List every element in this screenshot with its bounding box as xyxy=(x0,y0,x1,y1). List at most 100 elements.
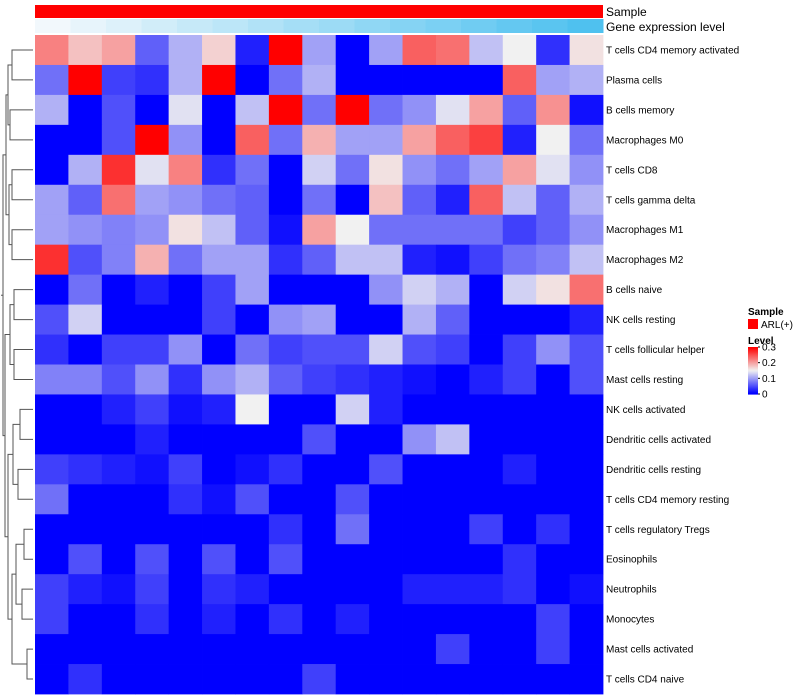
heatmap-cell xyxy=(202,244,236,276)
heatmap-cell xyxy=(168,634,203,665)
dendrogram-branch xyxy=(19,408,33,440)
heatmap-cell xyxy=(569,274,604,305)
heatmap-cell xyxy=(402,364,437,395)
legend-gradient-step xyxy=(748,383,758,386)
heatmap-cell xyxy=(569,154,604,186)
heatmap-cell xyxy=(101,364,136,395)
heatmap-cell xyxy=(68,514,103,545)
heatmap-cell xyxy=(369,64,403,96)
heatmap-cell xyxy=(202,184,236,216)
heatmap-cell xyxy=(536,64,570,96)
heatmap-cell xyxy=(35,64,69,96)
heatmap-cell xyxy=(302,124,337,156)
heatmap-cell xyxy=(435,304,470,335)
heatmap-cell xyxy=(302,304,337,335)
heatmap-cell xyxy=(202,274,236,305)
heatmap-cell xyxy=(101,304,136,335)
heatmap-cell xyxy=(302,484,337,515)
heatmap-cell xyxy=(402,124,437,156)
gene-expression-cell xyxy=(177,19,213,33)
heatmap-cell xyxy=(68,394,103,425)
heatmap-cell xyxy=(302,94,337,126)
heatmap-cell xyxy=(235,394,270,425)
heatmap-cell xyxy=(202,304,236,335)
legend-tick-label: 0.1 xyxy=(762,374,776,385)
legend-gradient-step xyxy=(748,350,758,353)
heatmap-cell xyxy=(235,664,270,695)
heatmap-cell xyxy=(68,604,103,635)
heatmap-cell xyxy=(469,604,504,635)
heatmap-cell xyxy=(202,574,236,605)
heatmap-cell xyxy=(168,184,203,216)
heatmap-cell xyxy=(202,454,236,485)
heatmap-cell xyxy=(168,364,203,395)
legend-gradient-step xyxy=(748,379,758,382)
heatmap-cell xyxy=(302,514,337,545)
heatmap-cell xyxy=(135,514,170,545)
heatmap-cell xyxy=(302,664,337,695)
heatmap-cell xyxy=(35,544,69,575)
legend-gradient-step xyxy=(748,370,758,373)
heatmap-cell xyxy=(35,514,69,545)
heatmap-cell xyxy=(369,124,403,156)
legend-gradient-step xyxy=(748,391,758,394)
heatmap-cell xyxy=(235,424,270,455)
heatmap-cell xyxy=(502,244,537,276)
heatmap-cell xyxy=(135,574,170,605)
heatmap-cell xyxy=(101,604,136,635)
heatmap-cell xyxy=(202,154,236,186)
heatmap-cell xyxy=(335,184,370,216)
heatmap-cell xyxy=(268,214,303,246)
heatmap-cell xyxy=(435,664,470,695)
heatmap-cell xyxy=(235,184,270,216)
heatmap-cell xyxy=(68,64,103,96)
heatmap-cell xyxy=(469,184,504,216)
heatmap-cell xyxy=(168,454,203,485)
heatmap-cell xyxy=(502,514,537,545)
heatmap-cell xyxy=(168,574,203,605)
heatmap-cell xyxy=(369,514,403,545)
heatmap-cell xyxy=(135,394,170,425)
heatmap-cell xyxy=(302,35,337,66)
heatmap-cell xyxy=(435,184,470,216)
heatmap-cell xyxy=(536,664,570,695)
heatmap-cell xyxy=(469,244,504,276)
heatmap-cell xyxy=(268,124,303,156)
heatmap-cell xyxy=(469,35,504,66)
heatmap-cell xyxy=(68,544,103,575)
heatmap-cell xyxy=(435,154,470,186)
heatmap-cell xyxy=(268,604,303,635)
row-label: NK cells resting xyxy=(606,315,675,326)
gene-expression-cell xyxy=(248,19,284,33)
heatmap-cell xyxy=(569,424,604,455)
heatmap-cell xyxy=(502,634,537,665)
heatmap-cell xyxy=(68,304,103,335)
heatmap-cell xyxy=(402,94,437,126)
legend-gradient-step xyxy=(748,368,758,370)
heatmap-cell xyxy=(402,154,437,186)
heatmap-cell xyxy=(569,124,604,156)
heatmap-cell xyxy=(435,574,470,605)
heatmap-cell xyxy=(68,454,103,485)
heatmap-cell xyxy=(335,394,370,425)
heatmap-cell xyxy=(168,334,203,365)
legend-tick-label: 0.2 xyxy=(762,358,776,369)
gene-expression-cell xyxy=(461,19,497,33)
heatmap-cell xyxy=(35,634,69,665)
heatmap-cell xyxy=(68,364,103,395)
heatmap-cell xyxy=(302,244,337,276)
heatmap-cell xyxy=(536,124,570,156)
heatmap-cell xyxy=(402,664,437,695)
heatmap-cell xyxy=(335,154,370,186)
legend-gradient-step xyxy=(748,389,758,392)
heatmap-cell xyxy=(536,364,570,395)
heatmap-cell xyxy=(502,334,537,365)
heatmap-cell xyxy=(369,484,403,515)
heatmap-cell xyxy=(536,514,570,545)
heatmap-cell xyxy=(168,214,203,246)
row-label: Mast cells activated xyxy=(606,645,693,656)
legend-tick-label: 0 xyxy=(762,390,768,401)
heatmap-cell xyxy=(569,634,604,665)
heatmap-cell xyxy=(435,244,470,276)
row-label: T cells follicular helper xyxy=(606,345,705,356)
